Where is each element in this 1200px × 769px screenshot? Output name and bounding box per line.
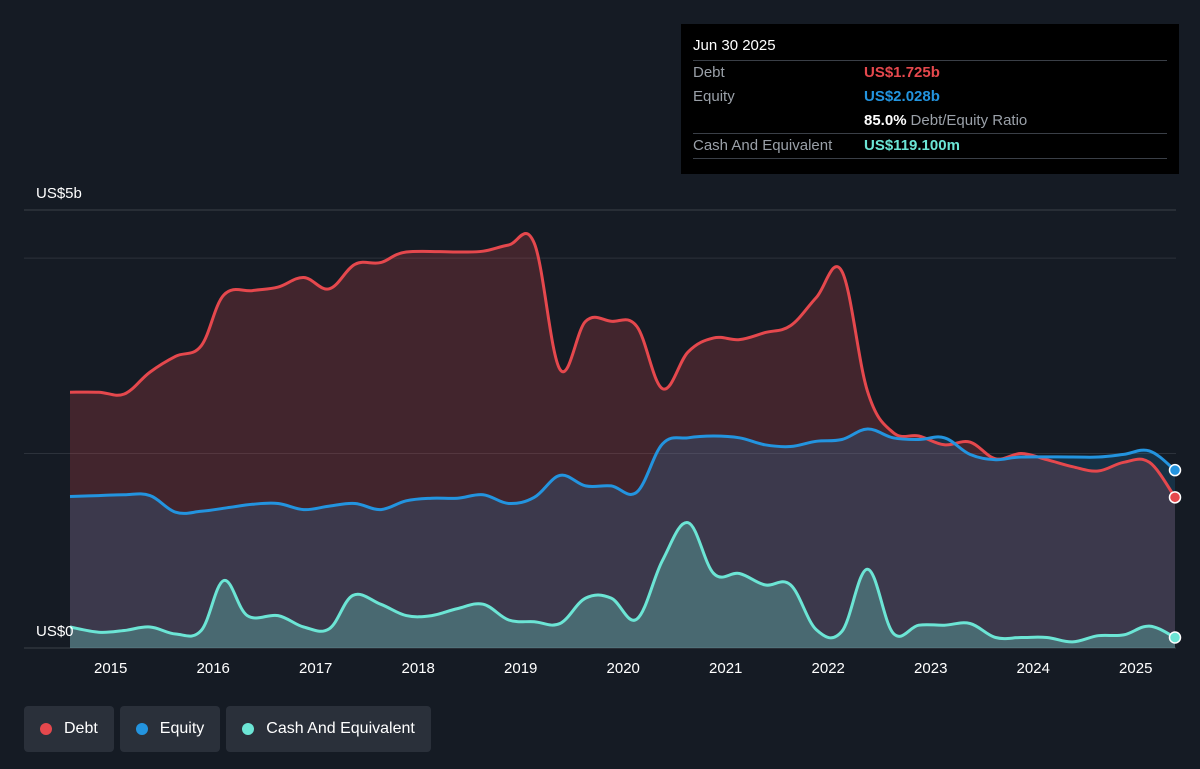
x-tick-label: 2015 [94, 660, 127, 677]
x-tick-label: 2022 [812, 660, 845, 677]
debt-area [70, 233, 1175, 648]
equity-line [69, 427, 1176, 515]
tooltip-debt-value: US$1.725b [864, 64, 940, 81]
equity-endpoint [1168, 463, 1182, 477]
tooltip-date: Jun 30 2025 [693, 37, 776, 54]
debt-endpoint [1168, 491, 1182, 504]
debt-line [69, 232, 1177, 499]
x-tick-label: 2017 [299, 660, 332, 677]
x-tick-label: 2018 [402, 660, 435, 677]
tooltip-equity-label: Equity [693, 88, 735, 105]
tooltip-ratio-value: 85.0% [864, 112, 907, 129]
x-tick-label: 2019 [504, 660, 537, 677]
x-tick-label: 2016 [197, 660, 230, 677]
chart-legend: Debt Equity Cash And Equivalent [24, 706, 431, 752]
y-tick-label: US$0 [36, 623, 74, 640]
legend-equity-label: Equity [159, 720, 205, 737]
debt-dot-icon [40, 723, 52, 735]
tooltip-debt-label: Debt [693, 64, 725, 81]
y-tick-label: US$5b [36, 185, 82, 202]
x-tick-label: 2020 [607, 660, 640, 677]
x-tick-label: 2025 [1119, 660, 1152, 677]
x-tick-label: 2021 [709, 660, 742, 677]
cash-line [69, 521, 1176, 644]
tooltip-cash-row: Cash And Equivalent US$119.100m [693, 133, 1167, 159]
legend-cash-label: Cash And Equivalent [266, 720, 415, 737]
equity-dot-icon [135, 723, 148, 735]
x-axis-labels: 2015 2016 2017 2018 2019 2020 2021 2022 2023 2024… [94, 660, 1152, 677]
legend-item-cash[interactable]: Cash And Equivalent [226, 706, 431, 752]
legend-debt-label: Debt [64, 720, 98, 737]
legend-item-debt[interactable]: Debt [24, 706, 114, 752]
tooltip-ratio-label: Debt/Equity Ratio [910, 112, 1028, 129]
tooltip-equity-value: US$2.028b [864, 88, 940, 105]
series-endpoints [1168, 463, 1182, 644]
cash-area [70, 522, 1175, 648]
series-lines [69, 232, 1177, 644]
cash-endpoint [1168, 631, 1182, 644]
x-tick-label: 2024 [1017, 660, 1050, 677]
data-tooltip: Jun 30 2025 Debt US$1.725b Equity US$2.0… [681, 24, 1179, 174]
equity-area [70, 428, 1175, 648]
tooltip-ratio-row: 85.0% Debt/Equity Ratio [693, 109, 1167, 133]
legend-item-equity[interactable]: Equity [119, 706, 221, 752]
tooltip-cash-label: Cash And Equivalent [693, 137, 833, 154]
tooltip-equity-row: Equity US$2.028b [693, 85, 1167, 109]
gridlines [24, 209, 1176, 649]
y-axis-labels: US$5b US$0 [36, 185, 82, 640]
cash-dot-icon [242, 723, 255, 735]
series-areas [70, 233, 1175, 648]
tooltip-debt-row: Debt US$1.725b [693, 60, 1167, 85]
tooltip-cash-value: US$119.100m [864, 137, 960, 154]
x-tick-label: 2023 [914, 660, 947, 677]
